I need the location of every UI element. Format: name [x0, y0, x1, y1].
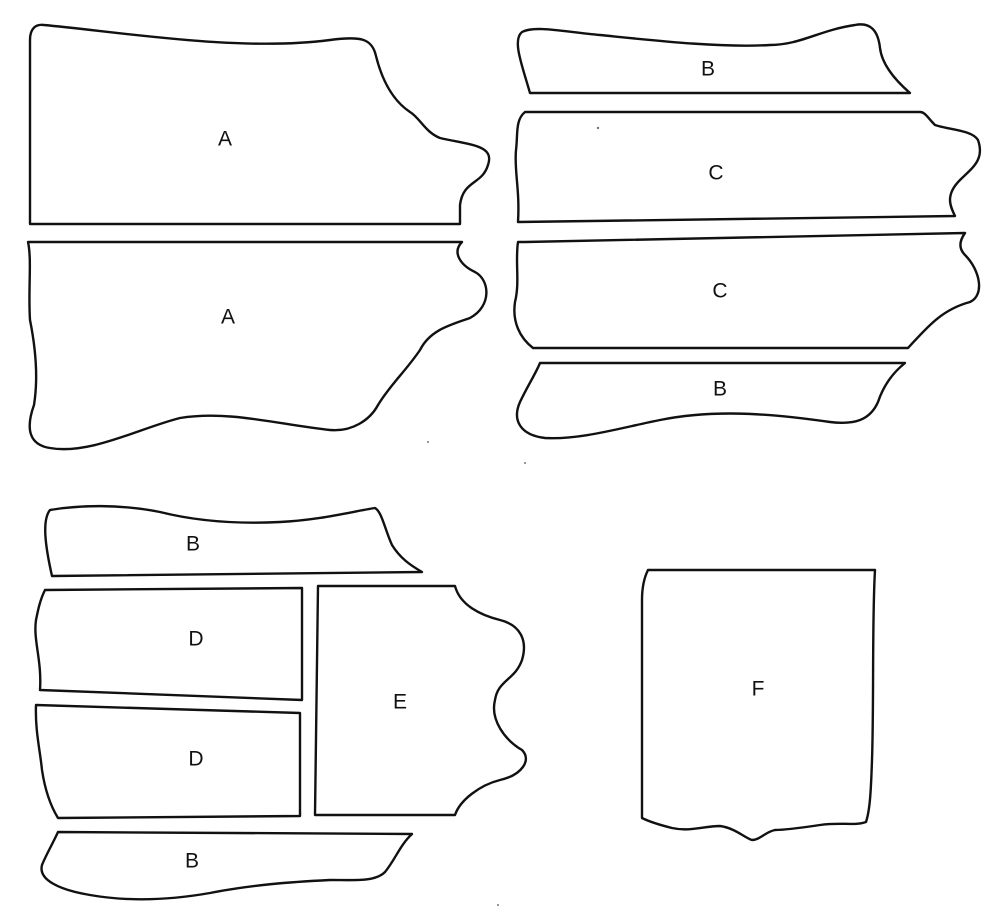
label-f: F: [752, 678, 765, 701]
label-c-lower: C: [712, 280, 727, 303]
piece-c-upper: [514, 110, 982, 224]
piece-d-upper: [34, 586, 304, 702]
piece-b-bottom-left-bottom: [40, 830, 414, 901]
label-b-bottom-right: B: [713, 378, 727, 401]
scan-speck: [497, 904, 499, 906]
piece-c-lower: [513, 231, 981, 350]
label-d-lower: D: [188, 748, 203, 771]
scan-speck: [427, 441, 429, 443]
piece-d-lower: [34, 703, 302, 820]
scan-speck: [596, 126, 600, 130]
label-e: E: [393, 691, 407, 714]
piece-e: [313, 584, 528, 817]
piece-f: [640, 568, 877, 842]
label-b-bottom-left-bottom: B: [185, 850, 199, 873]
label-a-upper: A: [218, 128, 232, 151]
label-b-top-right: B: [701, 58, 715, 81]
label-c-upper: C: [708, 162, 723, 185]
piece-a-lower: [26, 240, 488, 451]
piece-b-bottom-right: [515, 361, 907, 440]
label-a-lower: A: [221, 306, 235, 329]
piece-a-upper: [28, 23, 491, 226]
piece-b-top-right: [516, 23, 912, 95]
label-d-upper: D: [188, 628, 203, 651]
label-b-bottom-left-top: B: [186, 533, 200, 556]
piece-b-bottom-left-top: [44, 504, 424, 578]
scan-speck: [524, 462, 526, 464]
